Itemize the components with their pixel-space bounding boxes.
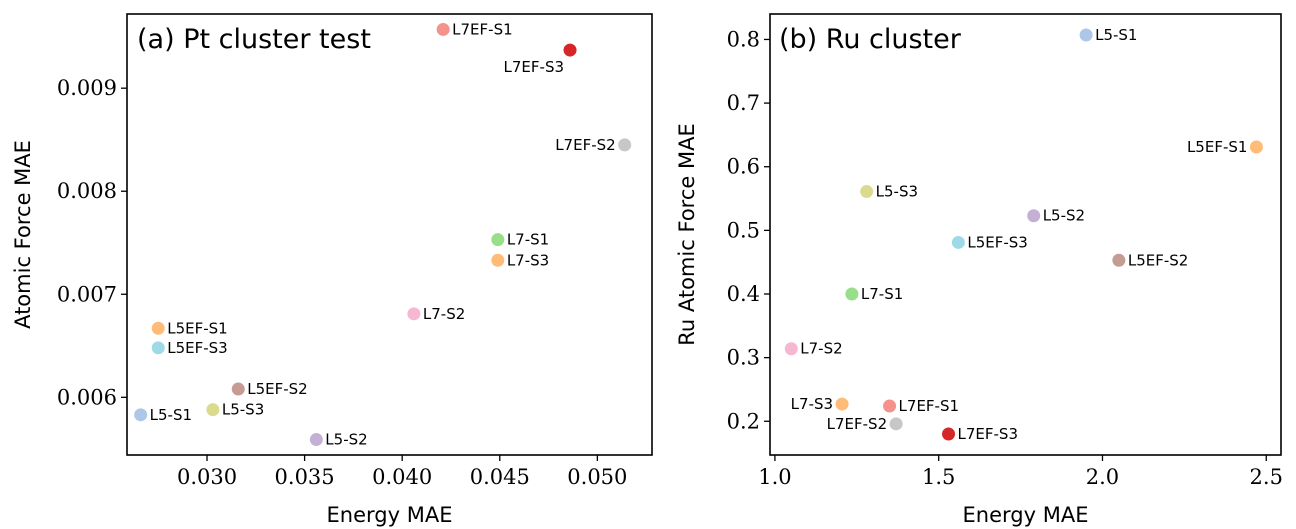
chart-title: (a) Pt cluster test	[137, 24, 371, 55]
y-tick-label: 0.008	[57, 179, 117, 203]
point-label: L7-S1	[861, 285, 903, 303]
x-axis-title: Energy MAE	[963, 503, 1089, 527]
x-tick-label: 0.035	[275, 465, 335, 489]
data-point	[889, 417, 903, 431]
point-label: L7-S3	[507, 251, 549, 269]
point-label: L5EF-S2	[1128, 251, 1188, 269]
point-label: L7EF-S2	[555, 136, 615, 154]
y-tick-label: 0.3	[727, 346, 760, 370]
y-tick-label: 0.2	[727, 409, 760, 433]
point-label: L7EF-S3	[504, 58, 564, 76]
x-tick-label: 0.030	[177, 465, 237, 489]
point-label: L5-S1	[1095, 26, 1137, 44]
point-label: L5EF-S1	[1187, 138, 1247, 156]
x-axis-title: Energy MAE	[327, 503, 453, 527]
data-point	[942, 427, 956, 441]
panel-b-ru-cluster: 1.0 1.5 2.0 2.5 0.2 0.3 0.4 0.5 0.6 0.7 0.8 Energy …	[675, 13, 1283, 527]
data-point	[860, 185, 874, 199]
point-label: L5-S1	[150, 406, 192, 424]
y-tick-label: 0.8	[727, 27, 760, 51]
point-label: L7EF-S1	[452, 20, 512, 38]
y-tick-label: 0.7	[727, 91, 760, 115]
x-tick-label: 0.045	[470, 465, 530, 489]
x-tick-label: 2.5	[1250, 465, 1283, 489]
data-point	[491, 253, 505, 267]
plot-frame	[769, 13, 1282, 456]
x-tick-label: 2.0	[1086, 465, 1119, 489]
data-point	[151, 321, 165, 335]
x-tick-label: 0.040	[372, 465, 432, 489]
y-tick-label: 0.5	[727, 218, 760, 242]
data-point	[845, 287, 859, 301]
data-point	[1112, 253, 1126, 267]
y-tick-label: 0.009	[57, 76, 117, 100]
chart-title: (b) Ru cluster	[779, 24, 962, 55]
point-label: L7-S2	[423, 305, 465, 323]
data-point	[784, 342, 798, 356]
point-label: L5EF-S3	[967, 233, 1027, 251]
data-point	[436, 22, 450, 36]
data-point	[134, 408, 148, 422]
x-tick-label: 0.050	[567, 465, 627, 489]
point-label: L5EF-S1	[167, 319, 227, 337]
x-tick-label: 1.0	[758, 465, 791, 489]
point-label: L7EF-S3	[958, 425, 1018, 443]
y-tick-label: 0.4	[727, 282, 760, 306]
data-point	[1027, 209, 1041, 223]
plot-frame	[126, 13, 653, 456]
point-label: L7EF-S2	[827, 415, 887, 433]
data-point	[407, 307, 421, 321]
data-point	[835, 397, 849, 411]
data-point	[151, 341, 165, 355]
data-point	[491, 233, 505, 247]
point-label: L5-S3	[222, 401, 264, 419]
point-label: L7-S1	[507, 231, 549, 249]
y-tick-label: 0.007	[57, 282, 117, 306]
y-axis-title: Ru Atomic Force MAE	[675, 123, 699, 345]
point-label: L5EF-S3	[167, 339, 227, 357]
y-tick-label: 0.6	[727, 155, 760, 179]
data-point	[951, 235, 965, 249]
point-label: L5EF-S2	[247, 380, 307, 398]
data-point	[1079, 28, 1093, 42]
data-point	[563, 43, 577, 57]
data-point	[206, 403, 220, 417]
data-point	[231, 382, 245, 396]
point-label: L7-S3	[791, 395, 833, 413]
x-tick-label: 1.5	[922, 465, 955, 489]
data-point	[883, 399, 897, 413]
y-axis-title: Atomic Force MAE	[11, 140, 35, 329]
panel-a-pt-cluster: 0.030 0.035 0.040 0.045 0.050 0.006 0.007 0.008…	[11, 13, 653, 527]
data-point	[1249, 140, 1263, 154]
data-point	[309, 433, 323, 447]
y-tick-label: 0.006	[57, 385, 117, 409]
point-label: L5-S2	[1043, 207, 1085, 225]
point-label: L7-S2	[800, 340, 842, 358]
point-label: L7EF-S1	[899, 397, 959, 415]
data-point	[618, 138, 632, 152]
point-label: L5-S3	[876, 183, 918, 201]
point-label: L5-S2	[325, 431, 367, 449]
